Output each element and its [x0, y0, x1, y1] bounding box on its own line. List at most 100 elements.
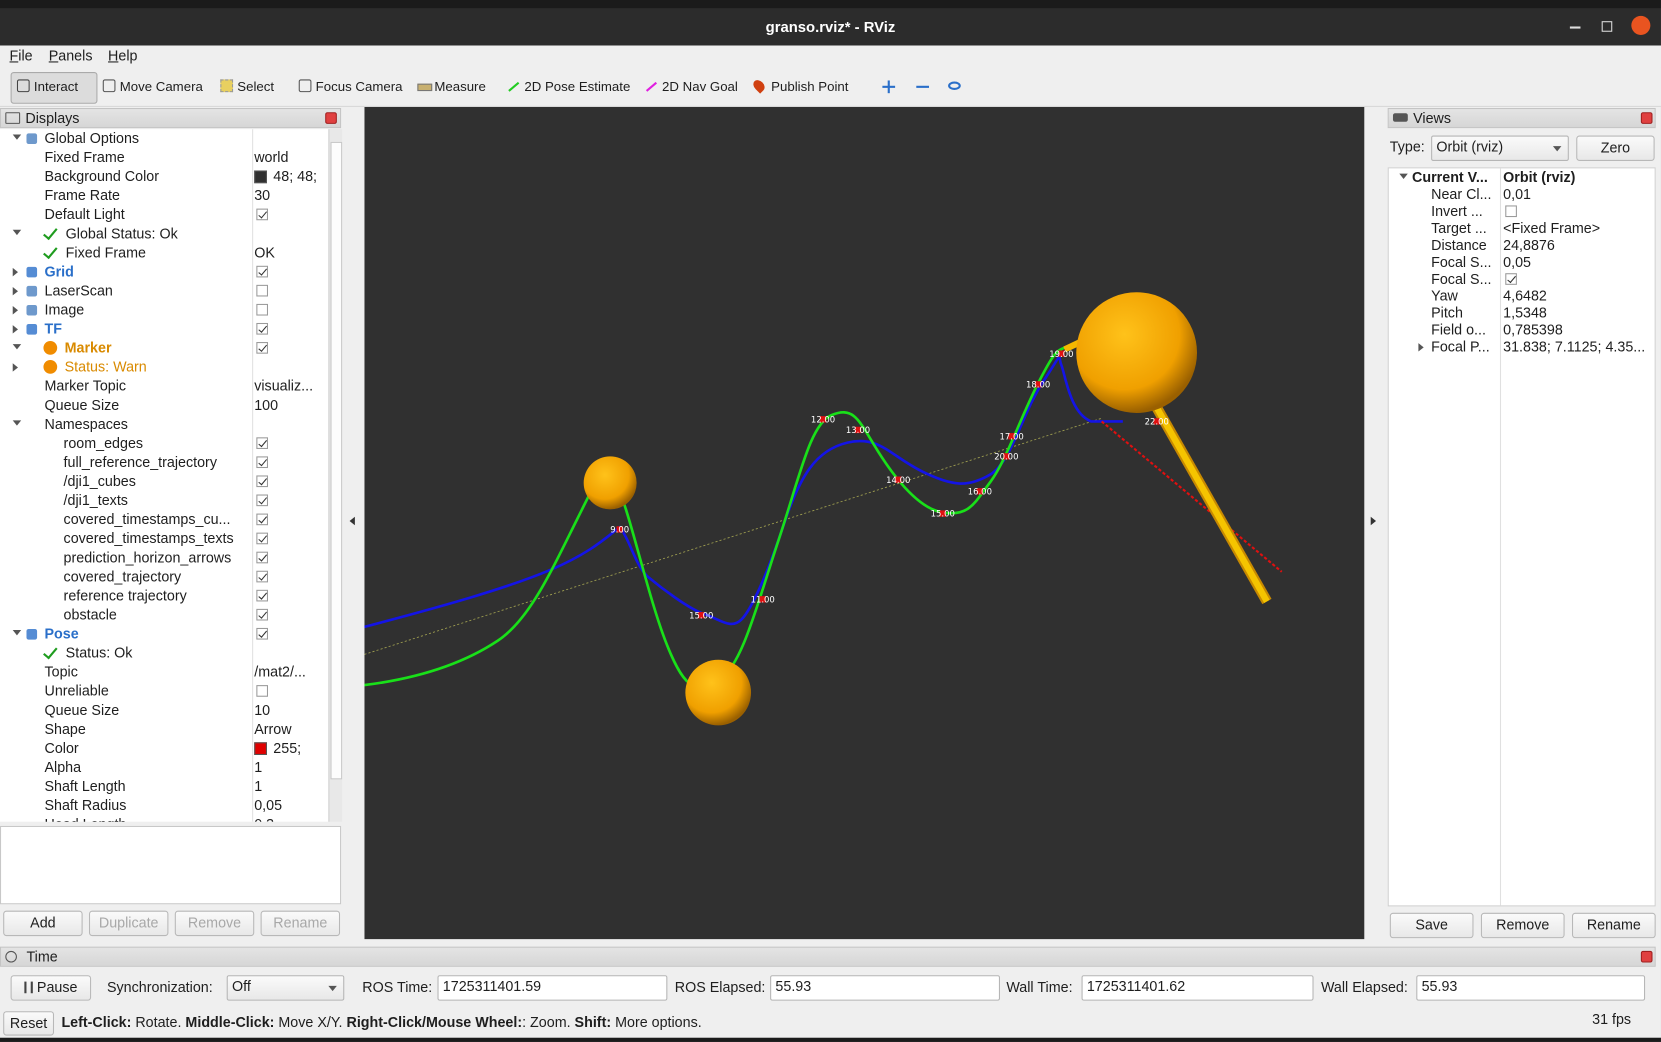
title-bar: granso.rviz* - RViz: [0, 8, 1661, 46]
expand-arrow[interactable]: [12, 229, 22, 236]
expand-arrow[interactable]: [12, 363, 19, 372]
tool-button[interactable]: Publish Point: [771, 79, 849, 95]
tree-label: Shape: [44, 721, 86, 737]
checkbox[interactable]: [256, 513, 269, 526]
time-field[interactable]: 55.93: [770, 975, 1000, 1001]
status-ok-icon: [43, 224, 58, 241]
checkbox[interactable]: [256, 475, 269, 488]
time-field[interactable]: 1725311401.59: [437, 975, 668, 1001]
checkbox[interactable]: [256, 342, 269, 354]
time-field[interactable]: 1725311401.62: [1081, 975, 1314, 1001]
help-segment: More options.: [611, 1014, 702, 1031]
checkbox[interactable]: [256, 494, 269, 507]
close-panel[interactable]: [1640, 112, 1653, 124]
checkbox[interactable]: [256, 208, 269, 221]
displays-title: Displays: [25, 110, 80, 127]
tree-label: Field o...: [1431, 321, 1486, 338]
tree-row: Field o... 0,785398: [1389, 322, 1655, 339]
tree-row: Background Color 48; 48;: [0, 167, 328, 186]
type-select[interactable]: Orbit (rviz): [1431, 135, 1569, 161]
tool-button[interactable]: Measure: [434, 79, 486, 95]
type-value: Orbit (rviz): [1436, 138, 1504, 155]
display-icon: [26, 133, 38, 145]
minimize-button[interactable]: [1569, 26, 1581, 29]
tool-button[interactable]: Move Camera: [119, 79, 203, 95]
expand-arrow[interactable]: [12, 306, 19, 315]
checkbox[interactable]: [256, 284, 269, 297]
checkbox[interactable]: [256, 303, 269, 316]
tree-value: 30: [254, 187, 271, 204]
expand-arrow[interactable]: [12, 344, 22, 350]
checkbox[interactable]: [256, 608, 269, 621]
tree-value: 255;: [273, 740, 302, 757]
collapse-left[interactable]: [349, 516, 355, 526]
tree-label: covered_timestamps_cu...: [63, 511, 231, 528]
tree-label: Unreliable: [44, 682, 109, 699]
display-icon: [26, 285, 38, 297]
sync-select[interactable]: Off: [226, 975, 345, 1001]
render-view[interactable]: 9.00 15.00 11.00 12.00 13.00 14.00 15.00 16.00 1…: [364, 106, 1365, 940]
checkbox[interactable]: [256, 532, 269, 545]
close-button[interactable]: [1631, 15, 1651, 35]
scrollbar[interactable]: [328, 129, 343, 822]
tree-label: Color: [44, 740, 79, 757]
tool-button[interactable]: Select: [237, 79, 275, 95]
menu-item[interactable]: Panels: [48, 47, 93, 64]
tree-value: OK: [254, 244, 275, 261]
fps: 31 fps: [1592, 1011, 1632, 1028]
display-button[interactable]: Add: [3, 910, 83, 937]
checkbox[interactable]: [256, 265, 269, 278]
expand-arrow[interactable]: [12, 420, 22, 426]
checkbox[interactable]: [256, 551, 269, 564]
pause-button[interactable]: Pause: [10, 975, 92, 1001]
view-icon[interactable]: [948, 81, 961, 91]
zoom-out-icon[interactable]: [916, 85, 930, 88]
expand-arrow[interactable]: [12, 134, 22, 140]
tool-button[interactable]: 2D Nav Goal: [662, 79, 738, 95]
tree-label: Queue Size: [44, 702, 120, 718]
time-field[interactable]: 55.93: [1416, 975, 1646, 1001]
expand-arrow[interactable]: [1418, 343, 1424, 352]
collapse-right[interactable]: [1370, 516, 1377, 526]
scroll-thumb[interactable]: [330, 141, 343, 780]
checkbox[interactable]: [256, 685, 269, 697]
checkbox[interactable]: [256, 456, 269, 469]
checkbox[interactable]: [256, 589, 269, 602]
expand-arrow[interactable]: [12, 286, 19, 296]
zero-button[interactable]: Zero: [1576, 135, 1655, 161]
display-button: Rename: [260, 910, 341, 937]
views-icon: [1392, 113, 1408, 122]
timestamp-cube: [895, 476, 902, 483]
help-segment: Right-Click/Mouse Wheel:: [346, 1014, 523, 1031]
close-panel[interactable]: [1640, 950, 1653, 963]
menu-item[interactable]: Help: [108, 47, 138, 64]
bottom-strip: [0, 1037, 1661, 1042]
expand-arrow[interactable]: [1399, 173, 1408, 179]
timestamp-cube: [1153, 418, 1160, 425]
tree-label: reference trajectory: [63, 587, 187, 604]
sync-label: Synchronization:: [106, 979, 213, 996]
view-button[interactable]: Rename: [1572, 912, 1656, 939]
reset-button[interactable]: Reset: [3, 1011, 55, 1036]
checkbox[interactable]: [256, 437, 269, 449]
expand-arrow[interactable]: [12, 325, 19, 334]
tree-row: Fixed Frame world: [0, 148, 328, 167]
view-button[interactable]: Save: [1389, 912, 1474, 939]
tool-button[interactable]: Focus Camera: [315, 79, 403, 95]
checkbox[interactable]: [256, 570, 269, 583]
maximize-button[interactable]: [1601, 21, 1613, 32]
menu-item[interactable]: File: [9, 47, 33, 64]
expand-arrow[interactable]: [12, 267, 19, 277]
menu-bar: File Panels Help: [0, 45, 1661, 68]
checkbox[interactable]: [256, 322, 269, 335]
expand-arrow[interactable]: [12, 630, 22, 636]
reference-trajectory: [364, 342, 1081, 688]
checkbox[interactable]: [256, 627, 269, 640]
tool-button[interactable]: 2D Pose Estimate: [524, 79, 631, 95]
tool-button[interactable]: Interact: [33, 79, 79, 95]
zoom-in-icon-v: [887, 80, 890, 94]
view-button[interactable]: Remove: [1480, 912, 1565, 939]
checkbox[interactable]: [1505, 205, 1517, 218]
close-panel[interactable]: [325, 112, 337, 124]
checkbox[interactable]: [1505, 273, 1517, 285]
